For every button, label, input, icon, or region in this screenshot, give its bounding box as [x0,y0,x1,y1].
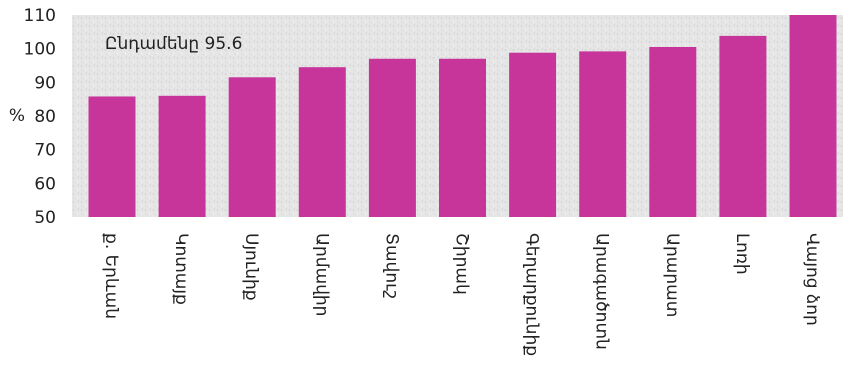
x-tick-label: Արմավիր [311,233,331,316]
bar [649,46,697,217]
bar [228,77,276,218]
bar [158,95,206,217]
x-tick-label: Կոտայք [171,233,191,305]
y-tick-label: 80 [34,107,56,127]
y-tick-label: 70 [34,141,56,161]
y-tick-label: 90 [34,73,56,93]
y-tick-label: 60 [34,174,56,194]
bar [789,15,837,217]
x-tick-label: ք. Երևան [101,233,121,319]
x-tick-label: Արագածոտն [592,233,612,350]
x-tick-label: Սյունիք [241,233,261,301]
x-tick-label: Վայոց ձոր [802,233,822,326]
y-axis-label: % [9,106,25,126]
bar [368,58,416,218]
total-annotation: Ընդամենը 95.6 [105,34,242,54]
bar [719,35,767,217]
bars [88,15,837,218]
y-tick-label: 110 [24,6,56,26]
x-tick-label: Արարատ [662,233,682,317]
y-axis: 50 60 70 80 90 100 110 [24,6,56,228]
x-axis: ք. Երևան Կոտայք Սյունիք Արմավիր Տավուշ Շիրակ Գ… [101,233,822,356]
bar [88,96,136,217]
y-tick-label: 100 [24,40,56,60]
bar [579,51,627,217]
bar [509,52,557,217]
x-tick-label: Տավուշ [381,233,401,299]
y-tick-label: 50 [34,208,56,228]
x-tick-label: Լոռի [732,233,752,275]
bar [439,58,486,218]
x-tick-label: Գեղարքունիք [522,233,542,356]
bar [298,67,346,217]
x-tick-label: Շիրակ [452,233,472,295]
